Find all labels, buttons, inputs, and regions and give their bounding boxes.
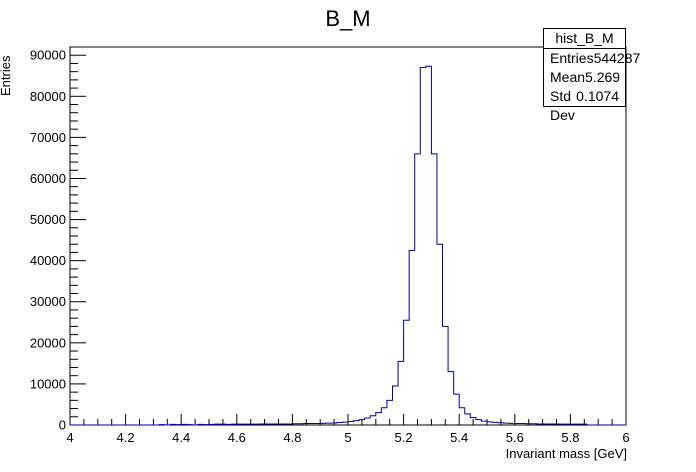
y-axis-label: Entries — [0, 55, 13, 96]
stats-std-value: 0.1074 — [576, 88, 619, 104]
chart-title: B_M — [325, 6, 370, 31]
histogram-bin — [437, 244, 443, 425]
histogram-bin — [354, 421, 360, 425]
histogram-bin — [448, 372, 454, 425]
y-axis-ticks: 0 10000 20000 30000 40000 50000 60000 70000 8000… — [30, 46, 86, 433]
histogram-bin — [404, 320, 410, 425]
stats-box: hist_B_M Entries 544287 Mean 5.269 Std D… — [543, 28, 640, 123]
x-tick-label: 4.4 — [172, 430, 190, 445]
y-tick-label: 70000 — [30, 130, 66, 145]
x-tick-label: 5.4 — [450, 430, 468, 445]
histogram-bin — [459, 408, 465, 425]
y-tick-label: 50000 — [30, 212, 66, 227]
stats-row-entries: Entries 544287 — [544, 49, 640, 68]
stats-entries-value: 544287 — [593, 50, 641, 66]
x-tick-label: 6 — [622, 430, 629, 445]
histogram-bin — [481, 421, 487, 425]
histogram-bin — [415, 154, 421, 425]
y-tick-label: 0 — [59, 418, 66, 433]
stats-title: hist_B_M — [544, 29, 625, 49]
stats-row-mean: Mean 5.269 — [544, 68, 625, 87]
y-tick-label: 10000 — [30, 376, 66, 391]
histogram-bin — [376, 413, 382, 425]
histogram-bin — [381, 408, 387, 425]
histogram-bin — [398, 361, 404, 425]
histogram-bins — [159, 66, 587, 425]
y-tick-label: 30000 — [30, 294, 66, 309]
x-tick-label: 5.6 — [506, 430, 524, 445]
histogram-outline — [70, 65, 626, 426]
histogram-bin — [454, 394, 460, 425]
stats-mean-label: Mean — [550, 69, 586, 85]
y-tick-label: 20000 — [30, 335, 66, 350]
y-tick-label: 80000 — [30, 89, 66, 104]
histogram-bin — [365, 418, 371, 425]
x-tick-label: 4.6 — [228, 430, 246, 445]
x-tick-label: 5.2 — [395, 430, 413, 445]
histogram-bin — [392, 386, 398, 425]
histogram-bin — [426, 66, 432, 425]
x-tick-label: 4.2 — [117, 430, 135, 445]
stats-std-label: Std Dev — [550, 88, 575, 123]
x-tick-label: 5.8 — [561, 430, 579, 445]
y-tick-label: 60000 — [30, 171, 66, 186]
x-axis-ticks: 4 4.2 4.4 4.6 4.8 5 5.2 5.4 5.6 5.8 6 — [66, 414, 630, 445]
histogram-bin — [476, 420, 482, 425]
y-tick-label: 90000 — [30, 48, 66, 63]
stats-row-std: Std Dev 0.1074 — [544, 87, 625, 123]
histogram-bin — [348, 422, 354, 425]
histogram-bin — [431, 154, 437, 425]
histogram-bin — [420, 68, 426, 425]
stats-entries-label: Entries — [550, 50, 594, 66]
x-axis-label: Invariant mass [GeV] — [506, 446, 627, 461]
x-tick-label: 4 — [66, 430, 73, 445]
stats-mean-value: 5.269 — [585, 69, 621, 85]
y-tick-label: 40000 — [30, 253, 66, 268]
histogram-bin — [443, 326, 449, 425]
histogram-bin — [370, 416, 376, 425]
histogram-bin — [465, 414, 471, 425]
x-tick-label: 5 — [344, 430, 351, 445]
x-tick-label: 4.8 — [283, 430, 301, 445]
histogram-bin — [409, 250, 415, 425]
